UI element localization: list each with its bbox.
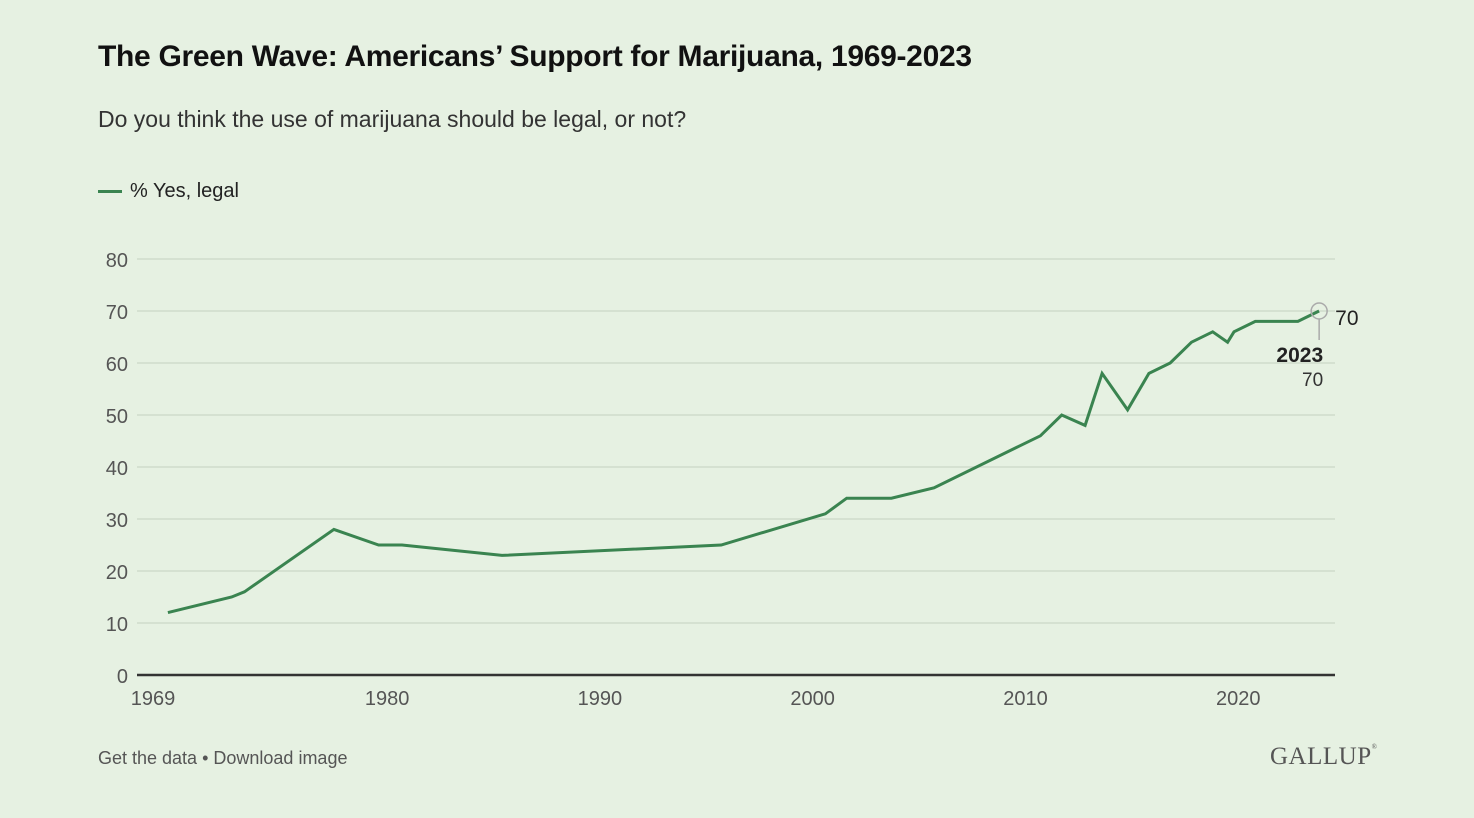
y-tick-label: 50: [106, 406, 128, 428]
get-data-link[interactable]: Get the data: [98, 748, 198, 768]
brand-mark: ®: [1371, 743, 1378, 751]
chart-subtitle: Do you think the use of marijuana should…: [98, 106, 687, 132]
chart-title: The Green Wave: Americans’ Support for M…: [98, 40, 972, 73]
x-tick-label: 2010: [1003, 688, 1048, 710]
brand-text: GALLUP: [1270, 743, 1372, 770]
data-point: [1253, 319, 1257, 323]
footer-separator: •: [197, 748, 214, 768]
data-point: [1147, 371, 1151, 375]
data-point: [1226, 340, 1230, 344]
y-axis-ticks: 0 10 20 30 40 50 60 70 80: [106, 250, 128, 688]
x-axis-ticks: 1969 1980 1990 2000 2010 2020: [131, 688, 1261, 710]
y-tick-label: 40: [106, 458, 128, 480]
gallup-logo: GALLUP®: [1270, 743, 1377, 771]
data-point: [1296, 319, 1300, 323]
data-point: [1232, 330, 1236, 334]
data-point: [1083, 423, 1087, 427]
data-point: [823, 512, 827, 516]
legend-swatch: [98, 190, 122, 193]
data-point: [1038, 434, 1042, 438]
data-point: [719, 543, 723, 547]
data-point: [230, 595, 234, 599]
data-point: [889, 496, 893, 500]
x-tick-label: 1969: [131, 688, 176, 710]
y-tick-label: 30: [106, 510, 128, 532]
y-tick-label: 70: [106, 302, 128, 324]
annotation-year: 2023: [1276, 344, 1323, 367]
series-line-yes-legal: [167, 309, 1320, 615]
data-point: [1060, 413, 1064, 417]
download-image-link[interactable]: Download image: [213, 748, 348, 768]
gridlines: [137, 258, 1335, 677]
data-point: [400, 543, 404, 547]
data-point: [377, 543, 381, 547]
y-tick-label: 80: [106, 250, 128, 272]
data-point: [1275, 319, 1279, 323]
data-point: [243, 590, 247, 594]
y-tick-label: 10: [106, 614, 128, 636]
legend: % Yes, legal: [98, 180, 239, 203]
data-point: [1189, 340, 1193, 344]
footer: Get the data • Download image: [98, 748, 347, 769]
x-tick-label: 2000: [790, 688, 835, 710]
series: [166, 309, 1321, 615]
legend-label: % Yes, legal: [130, 180, 239, 202]
data-point: [932, 486, 936, 490]
x-tick-label: 2020: [1216, 688, 1261, 710]
data-point: [1168, 361, 1172, 365]
data-point: [845, 496, 849, 500]
data-point: [1100, 371, 1104, 375]
y-tick-label: 20: [106, 562, 128, 584]
data-point: [500, 553, 504, 557]
annotations: 70 2023 70: [1276, 302, 1359, 391]
annotation-value: 70: [1302, 370, 1323, 391]
y-tick-label: 0: [117, 666, 128, 688]
x-tick-label: 1990: [578, 688, 623, 710]
data-point: [332, 527, 336, 531]
y-tick-label: 60: [106, 354, 128, 376]
data-point: [1211, 330, 1215, 334]
data-point: [1017, 444, 1021, 448]
data-point: [1126, 408, 1130, 412]
end-value-label: 70: [1335, 307, 1358, 330]
x-tick-label: 1980: [365, 688, 410, 710]
data-point: [166, 611, 170, 615]
data-point: [1317, 309, 1321, 313]
